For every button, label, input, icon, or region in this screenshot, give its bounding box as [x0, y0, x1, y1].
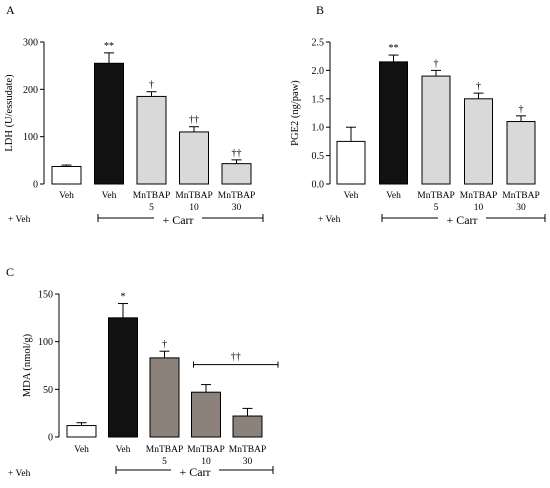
panel-b-category-label: MnTBAP — [417, 191, 454, 201]
panel-b-y-tick-label: 2.0 — [312, 66, 325, 77]
panel-b-category-sublabel: 30 — [516, 203, 526, 213]
panel-a-significance-label: ** — [104, 41, 114, 52]
panel-b-group-label: + Carr — [446, 213, 477, 227]
panel-a-category-label: MnTBAP — [218, 191, 255, 201]
panel-c-group-label: + Carr — [179, 465, 210, 479]
panel-a-category-sublabel: 5 — [149, 203, 154, 213]
panel-c-y-axis-title: MDA (nmol/g) — [22, 333, 33, 397]
panel-b-y-tick-label: 1.5 — [312, 94, 325, 105]
panel-b-significance-label: † — [434, 58, 439, 69]
panel-a-significance-label: † — [149, 80, 154, 91]
panel-b-y-tick-label: 2.5 — [312, 38, 325, 49]
panel-a-y-axis-title: LDH (U/essudate) — [4, 74, 15, 152]
panel-b-category-sublabel: 10 — [474, 203, 484, 213]
panel-c-category-label: Veh — [74, 445, 89, 455]
panel-c-bar — [67, 426, 96, 437]
panel-a-category-sublabel: 30 — [232, 203, 242, 213]
panel-b-category-label: Veh — [386, 191, 401, 201]
panel-c-significance-label: * — [121, 292, 126, 303]
panel-c-bar — [150, 358, 179, 437]
panel-c-letter: C — [6, 265, 14, 279]
panel-c-veh-label: + Veh — [8, 469, 31, 479]
panel-a-y-tick-label: 200 — [23, 85, 38, 96]
panel-b-bar — [380, 62, 408, 184]
panel-b-y-tick-label: 1.0 — [312, 123, 325, 134]
panel-b-category-label: MnTBAP — [502, 191, 539, 201]
panel-c-bar — [109, 318, 138, 437]
panel-c-y-tick-label: 50 — [43, 385, 53, 396]
panel-b-bar — [465, 99, 493, 184]
panel-c-category-label: MnTBAP — [187, 445, 224, 455]
panel-b-category-sublabel: 5 — [434, 203, 439, 213]
panel-a-y-tick-label: 0 — [33, 180, 38, 191]
panel-a-bar — [180, 132, 209, 184]
panel-b-bar — [422, 76, 450, 184]
panel-b-category-label: Veh — [344, 191, 359, 201]
panel-a-significance-label: †† — [232, 148, 242, 159]
panel-c-y-tick-label: 100 — [38, 337, 53, 348]
panel-b-significance-label: ** — [389, 43, 399, 54]
panel-b-significance-label: † — [476, 81, 481, 92]
panel-a-bar — [95, 63, 124, 184]
panel-c-significance-label: † — [162, 339, 167, 350]
panel-c-category-label: MnTBAP — [229, 445, 266, 455]
panel-c-category-sublabel: 5 — [162, 457, 167, 467]
panel-b-y-tick-label: 0.5 — [312, 151, 325, 162]
panel-b-bar — [507, 122, 535, 184]
panel-c-category-label: MnTBAP — [146, 445, 183, 455]
panel-a-category-label: Veh — [102, 191, 117, 201]
panel-c-category-sublabel: 30 — [243, 457, 253, 467]
panel-b-y-axis-title: PGE2 (ng/paw) — [290, 80, 301, 146]
panel-c-category-label: Veh — [116, 445, 131, 455]
panel-c-bracket-label: †† — [231, 352, 241, 363]
panel-c-bar — [233, 416, 262, 437]
panel-b-veh-label: + Veh — [318, 215, 341, 225]
panel-a-category-label: MnTBAP — [175, 191, 212, 201]
panel-c-bar — [192, 392, 221, 437]
panel-a-significance-label: †† — [189, 115, 199, 126]
panel-a-letter: A — [6, 3, 15, 17]
panel-a-group-label: + Carr — [162, 213, 193, 227]
panel-a-bar — [137, 96, 166, 184]
panel-a-bar — [222, 164, 251, 184]
panel-a-category-label: MnTBAP — [133, 191, 170, 201]
panel-a-category-sublabel: 10 — [189, 203, 199, 213]
panel-b-bar — [337, 141, 365, 184]
panel-c-y-tick-label: 0 — [48, 433, 53, 444]
panel-b-y-tick-label: 0.0 — [312, 180, 325, 191]
panel-a-y-tick-label: 300 — [23, 38, 38, 49]
panel-b-letter: B — [316, 3, 324, 17]
panel-a-category-label: Veh — [59, 191, 74, 201]
panel-b-category-label: MnTBAP — [460, 191, 497, 201]
panel-a-veh-label: + Veh — [8, 215, 31, 225]
panel-a-bar — [52, 166, 81, 184]
panel-c-y-tick-label: 150 — [38, 290, 53, 301]
panel-b-significance-label: † — [519, 104, 524, 115]
panel-a-y-tick-label: 100 — [23, 132, 38, 143]
